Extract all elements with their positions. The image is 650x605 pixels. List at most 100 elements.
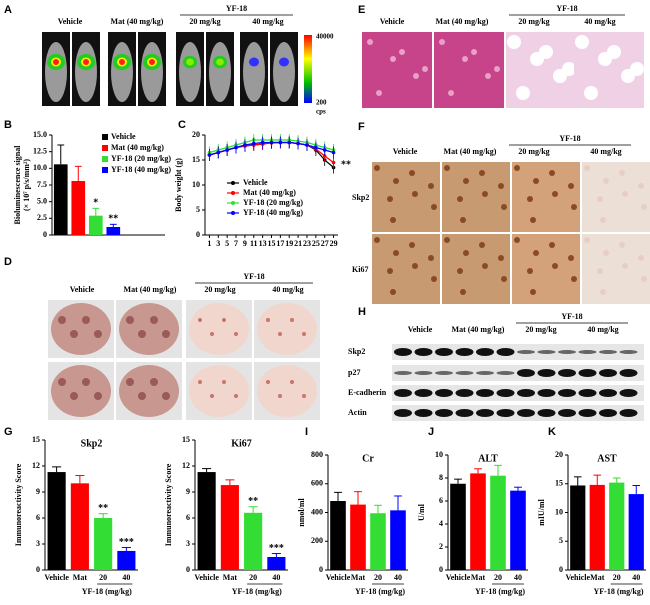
nodule <box>70 330 78 338</box>
band <box>517 409 535 417</box>
stained-cell <box>460 289 466 295</box>
signal <box>186 58 194 66</box>
x-tick-label: 7 <box>234 239 238 248</box>
stained-cell <box>501 276 507 282</box>
stained-cell <box>463 250 469 256</box>
stained-cell <box>568 183 574 189</box>
nodule <box>234 332 238 336</box>
panel-letter: G <box>4 426 13 438</box>
y-tick-label: 15 <box>182 435 190 444</box>
y-axis-label: Immunoreactivity Score <box>164 463 173 546</box>
histology-image <box>434 32 504 108</box>
x-tick-label: Mat <box>73 573 88 582</box>
legend-swatch <box>102 156 108 162</box>
band <box>578 369 597 377</box>
band <box>455 409 474 417</box>
stained-cell <box>457 268 463 274</box>
band <box>435 409 453 417</box>
marker <box>269 140 274 145</box>
x-tick-label: 13 <box>259 239 267 248</box>
tissue-space <box>630 62 644 76</box>
band <box>599 389 617 397</box>
panel-letter: B <box>4 119 12 131</box>
dose-label: 20 mg/kg <box>525 325 556 334</box>
dose-label: 20 mg/kg <box>189 17 220 26</box>
y-tick-label: 3 <box>36 539 40 548</box>
legend-label: Mat (40 mg/kg) <box>243 188 296 197</box>
drug-label: YF-18 <box>559 134 580 143</box>
dose-label: 20 mg/kg <box>518 17 549 26</box>
tissue-space <box>575 35 589 49</box>
y-tick-label: 10 <box>192 180 200 189</box>
legend-marker <box>231 211 235 215</box>
bar <box>570 485 586 570</box>
bar <box>370 513 386 570</box>
x-tick-label: 11 <box>250 239 258 248</box>
tissue-space <box>471 49 477 55</box>
x-tick-label: 20 <box>374 573 382 582</box>
legend-label: Vehicle <box>111 132 136 141</box>
group-label: Vehicle <box>380 17 405 26</box>
signal <box>216 58 224 66</box>
panel-letter: K <box>548 426 556 438</box>
group-label: Mat (40 mg/kg) <box>124 285 177 294</box>
ihc-image <box>512 234 580 304</box>
bar <box>470 473 486 570</box>
tissue-space <box>376 90 382 96</box>
stained-cell <box>412 191 418 197</box>
marker <box>243 143 247 147</box>
tissue-space <box>507 35 521 49</box>
legend-label: Vehicle <box>243 178 268 187</box>
stained-cell <box>412 263 418 269</box>
x-axis-label: YF-18 (mg/kg) <box>82 587 132 596</box>
annotation: ** <box>341 159 351 170</box>
drug-label: YF-18 <box>243 272 264 281</box>
signal <box>53 59 59 65</box>
bar <box>450 483 466 570</box>
stained-cell <box>568 255 574 261</box>
y-tick-label: 9 <box>36 487 40 496</box>
ihc-image <box>442 234 510 304</box>
panel-letter: A <box>4 4 12 16</box>
y-tick-label: 10.0 <box>33 163 47 172</box>
lung <box>189 365 249 417</box>
lung <box>257 365 317 417</box>
group-label: Mat (40 mg/kg) <box>452 325 505 334</box>
stained-cell <box>571 204 577 210</box>
nodule <box>82 378 90 386</box>
lung <box>257 303 317 355</box>
x-tick-label: 20 <box>613 573 621 582</box>
nodule <box>126 378 134 386</box>
y-tick-label: 400 <box>311 507 323 516</box>
x-tick-label: Vehicle <box>326 573 351 582</box>
stained-cell <box>409 170 415 176</box>
band <box>537 350 556 354</box>
bar <box>244 512 263 570</box>
significance: ** <box>98 503 108 514</box>
nodule <box>82 316 90 324</box>
y-tick-label: 0 <box>196 230 200 239</box>
bar <box>490 475 506 570</box>
panel-letter: H <box>358 306 366 318</box>
band <box>599 409 617 417</box>
ihc-image <box>372 162 440 232</box>
mouse-body <box>75 42 97 102</box>
legend-label: YF-18 (20 mg/kg) <box>111 154 171 163</box>
bar <box>70 483 89 570</box>
lung <box>51 365 111 417</box>
legend-marker <box>231 191 235 195</box>
histology-image <box>362 32 432 108</box>
stained-cell <box>600 289 606 295</box>
marker <box>260 140 265 145</box>
tissue-space <box>562 62 576 76</box>
x-tick-label: 17 <box>276 239 284 248</box>
dose-label: 40 mg/kg <box>252 17 283 26</box>
band <box>414 348 433 356</box>
y-tick-label: 15 <box>32 435 40 444</box>
y-tick-label: 2 <box>439 542 443 551</box>
significance: ** <box>248 496 258 507</box>
tissue-space <box>584 86 598 100</box>
stained-cell <box>527 268 533 274</box>
stained-cell <box>374 165 380 171</box>
panel-letter: F <box>358 121 365 133</box>
